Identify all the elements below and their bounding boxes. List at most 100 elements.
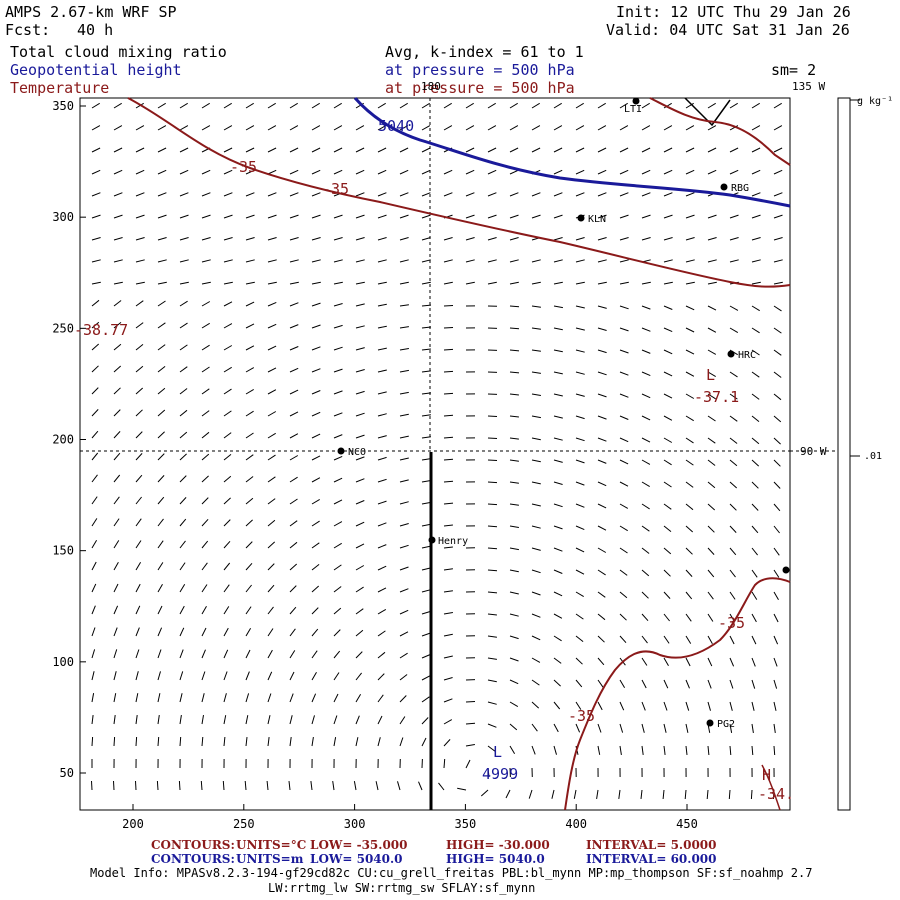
wind-barb bbox=[334, 478, 342, 482]
wind-barb bbox=[224, 650, 228, 658]
wind-barb bbox=[422, 718, 428, 725]
wind-barb bbox=[708, 148, 716, 152]
wind-barb bbox=[554, 416, 563, 418]
wind-barb bbox=[708, 350, 716, 354]
wind-barb bbox=[180, 476, 186, 482]
wind-barb bbox=[686, 614, 691, 621]
wind-barb bbox=[598, 260, 607, 262]
colorbar bbox=[838, 98, 850, 810]
height-low-marker: L bbox=[493, 743, 502, 761]
wind-barb bbox=[598, 416, 607, 419]
wind-barb bbox=[268, 607, 274, 614]
wind-barb bbox=[532, 746, 535, 754]
wind-barb bbox=[378, 588, 386, 592]
wind-barb bbox=[158, 410, 165, 416]
wind-barb bbox=[92, 497, 97, 504]
wind-barb bbox=[378, 674, 384, 680]
wind-barb bbox=[532, 282, 541, 284]
wind-barb bbox=[334, 391, 343, 394]
wind-barb bbox=[488, 238, 497, 241]
wind-barb bbox=[752, 636, 756, 644]
wind-barb bbox=[268, 260, 277, 262]
wind-barb bbox=[136, 519, 141, 526]
wind-barb bbox=[158, 432, 165, 438]
wind-barb bbox=[752, 215, 761, 218]
wind-barb bbox=[224, 541, 230, 548]
wind-barb bbox=[400, 414, 409, 416]
wind-barb bbox=[532, 614, 540, 617]
wind-barb bbox=[334, 369, 343, 372]
wind-barb bbox=[686, 504, 693, 510]
wind-barb bbox=[774, 282, 783, 284]
wind-barb bbox=[312, 434, 320, 438]
wind-barb bbox=[334, 500, 342, 504]
wind-barb bbox=[136, 388, 143, 394]
wind-barb bbox=[311, 781, 312, 790]
wind-barb bbox=[488, 460, 497, 461]
wind-barb bbox=[268, 433, 276, 438]
wind-barb bbox=[290, 672, 294, 680]
wind-barb bbox=[290, 456, 298, 461]
y-tick-label: 100 bbox=[52, 655, 74, 669]
wind-barb bbox=[378, 501, 387, 504]
wind-barb bbox=[246, 411, 254, 416]
wind-barb bbox=[444, 238, 453, 241]
wind-barb bbox=[356, 282, 365, 284]
wind-barb bbox=[400, 193, 408, 196]
wind-barb bbox=[356, 566, 364, 571]
wind-barb bbox=[400, 480, 409, 482]
wind-barb bbox=[158, 388, 165, 394]
wind-barb bbox=[202, 282, 211, 284]
temp-label-35b: -35 bbox=[322, 180, 349, 198]
wind-barb bbox=[488, 438, 497, 439]
wind-barb bbox=[378, 348, 387, 350]
wind-barb bbox=[664, 328, 672, 332]
wind-barb bbox=[290, 607, 296, 614]
wind-barb bbox=[774, 148, 782, 152]
wind-barb bbox=[312, 608, 318, 614]
wind-barb bbox=[620, 328, 629, 331]
wind-barb bbox=[752, 170, 760, 174]
wind-barb bbox=[444, 699, 452, 702]
wind-barb bbox=[620, 394, 628, 397]
wind-barb bbox=[730, 680, 733, 689]
wind-barb bbox=[752, 614, 756, 622]
wind-barb bbox=[664, 746, 665, 755]
wind-barb bbox=[752, 658, 755, 666]
wind-barb bbox=[532, 148, 540, 152]
wind-barb bbox=[439, 783, 445, 790]
wind-barb bbox=[312, 412, 320, 416]
wind-barb bbox=[180, 126, 188, 130]
wind-barb bbox=[378, 695, 383, 702]
wind-barb bbox=[158, 238, 167, 241]
wind-barb bbox=[664, 148, 672, 152]
wind-barb bbox=[752, 570, 757, 577]
wind-barb bbox=[642, 148, 650, 152]
wind-barb bbox=[686, 193, 694, 196]
wind-barb bbox=[730, 460, 737, 466]
wind-barb bbox=[246, 650, 250, 658]
wind-barb bbox=[488, 416, 497, 417]
wind-barb bbox=[268, 324, 276, 328]
wind-barb bbox=[312, 170, 320, 174]
wind-barb bbox=[356, 435, 365, 438]
wind-barb bbox=[554, 103, 562, 108]
wind-barb bbox=[114, 562, 118, 570]
wind-barb bbox=[686, 702, 689, 711]
wind-barb bbox=[774, 170, 782, 174]
wind-barb bbox=[488, 148, 496, 152]
wind-barb bbox=[400, 215, 409, 218]
wind-barb bbox=[664, 482, 672, 487]
wind-barb bbox=[620, 372, 628, 375]
wind-barb bbox=[378, 282, 387, 284]
wind-barb bbox=[642, 504, 650, 509]
wind-barb bbox=[774, 482, 780, 489]
wind-barb bbox=[642, 328, 650, 331]
y-tick-label: 350 bbox=[52, 99, 74, 113]
wind-barb bbox=[202, 170, 210, 174]
map-plot: 200 250 300 350 400 450 35030025020015010050 … bbox=[0, 0, 900, 900]
wind-barb bbox=[378, 148, 386, 152]
height-contours-label: CONTOURS: bbox=[151, 852, 235, 866]
wind-barb bbox=[356, 326, 365, 328]
wind-barb bbox=[180, 193, 188, 196]
